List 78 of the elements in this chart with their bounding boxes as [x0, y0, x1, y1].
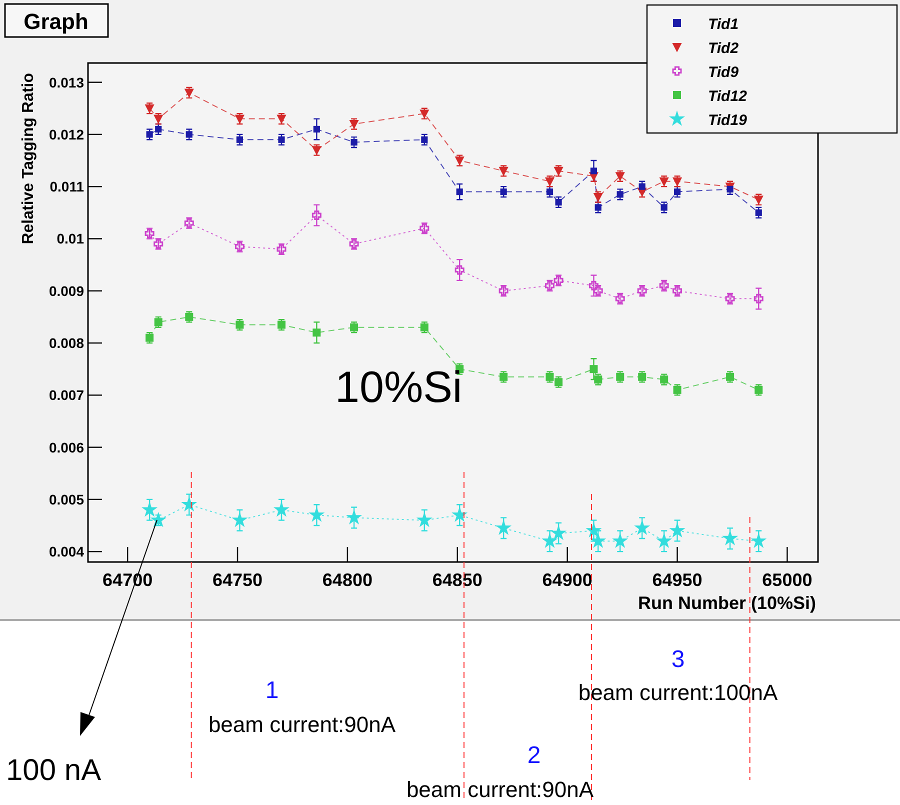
point	[496, 520, 512, 535]
point	[722, 530, 738, 546]
y-tick-label: 0.009	[48, 282, 84, 299]
x-tick-label: 65000	[762, 570, 812, 590]
legend-label: Tid12	[708, 88, 748, 105]
legend-label: Tid1	[708, 16, 739, 33]
x-tick-label: 64950	[652, 570, 702, 590]
annotation: 10%Si	[335, 363, 462, 412]
point	[634, 520, 650, 535]
point	[454, 265, 464, 275]
legend-label: Tid19	[708, 112, 748, 129]
point	[590, 365, 598, 374]
point	[273, 501, 290, 517]
point	[754, 294, 764, 304]
y-tick-label: 0.007	[48, 387, 84, 404]
x-tick-label: 64750	[212, 570, 263, 590]
point	[146, 131, 153, 138]
point	[669, 522, 686, 538]
point	[586, 522, 602, 538]
point	[236, 136, 244, 143]
point	[181, 496, 198, 512]
point	[142, 501, 158, 517]
y-tick-label: 0.013	[48, 74, 84, 90]
point	[155, 126, 162, 133]
text: 3	[671, 646, 685, 673]
text: 1	[265, 677, 279, 704]
text: beam current:100nA	[578, 680, 778, 705]
y-tick-label: 0.006	[48, 439, 84, 456]
point	[660, 204, 668, 211]
text: beam current:90nA	[406, 777, 594, 802]
y-axis-title: Relative Tagging Ratio	[20, 72, 37, 244]
y-tick-label: 0.005	[48, 491, 84, 508]
text: beam current:90nA	[208, 712, 396, 737]
point	[612, 532, 628, 548]
point	[150, 512, 166, 528]
y-tick-label: 0.008	[48, 335, 84, 352]
point	[350, 138, 358, 146]
point	[550, 524, 567, 540]
point	[312, 210, 322, 220]
point	[588, 280, 598, 290]
point	[638, 183, 646, 190]
x-tick-label: 64900	[542, 570, 592, 590]
y-tick-label: 0.004	[48, 544, 84, 560]
point	[755, 209, 762, 216]
x-axis-title: Run Number (10%Si)	[638, 593, 816, 613]
point	[186, 131, 192, 138]
chart-title: Graph	[24, 9, 88, 34]
point	[750, 532, 767, 548]
point	[421, 136, 428, 143]
point	[555, 198, 562, 206]
point	[674, 188, 681, 196]
point	[308, 506, 325, 522]
point	[590, 532, 606, 548]
y-tick-label: 0.012	[48, 126, 84, 142]
x-tick-label: 64800	[322, 570, 372, 590]
point	[542, 532, 558, 548]
point	[656, 532, 672, 548]
y-tick-label: 0.01	[56, 230, 84, 247]
legend-label: Tid9	[708, 64, 740, 81]
x-tick-label: 64850	[432, 570, 482, 590]
y-tick-label: 0.011	[50, 178, 84, 195]
point	[452, 506, 468, 522]
point	[594, 204, 602, 211]
text: 100 nA	[6, 754, 102, 787]
text: 2	[527, 742, 541, 769]
point	[456, 188, 463, 196]
point	[232, 512, 248, 528]
point	[500, 188, 507, 196]
legend-label: Tid2	[708, 40, 740, 57]
point	[616, 191, 624, 198]
point	[278, 136, 285, 143]
point	[312, 328, 321, 337]
point	[546, 188, 554, 196]
point	[346, 509, 362, 525]
point	[726, 186, 734, 192]
point	[313, 126, 320, 133]
point	[590, 168, 598, 174]
point	[416, 512, 432, 528]
